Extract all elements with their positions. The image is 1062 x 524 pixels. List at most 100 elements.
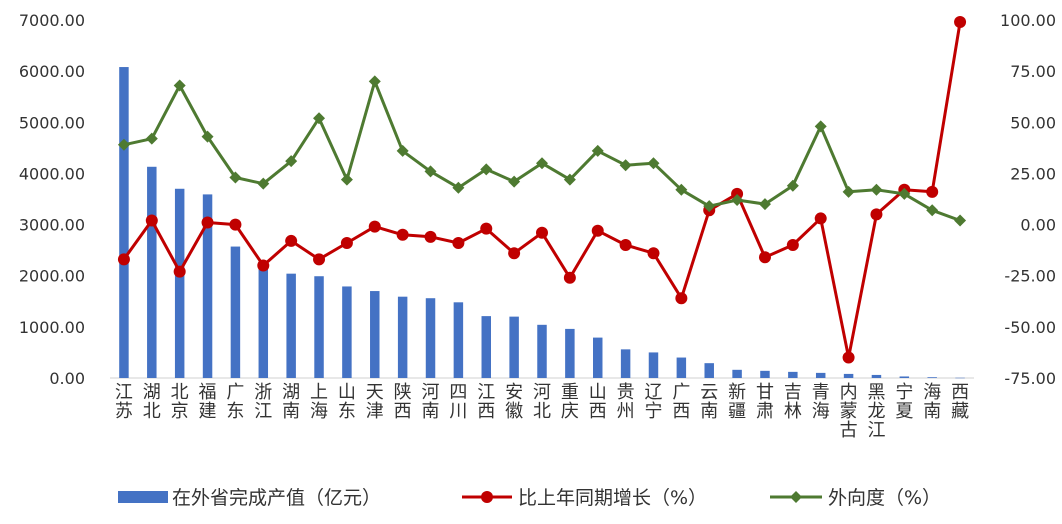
category-label: 安徽 [505,382,523,422]
right-tick-label: 0.00 [1020,216,1056,235]
growth-point [368,220,381,233]
right-tick-label: 25.00 [1010,164,1056,183]
left-y-axis: 0.00 1000.00 2000.00 3000.00 4000.00 5000.00 6… [19,11,85,388]
bar [314,276,324,378]
category-label: 福建 [199,382,217,422]
bar [899,376,910,378]
bar [397,296,408,378]
outward-point [619,159,632,172]
growth-point [508,247,521,260]
category-label: 江西 [477,382,495,422]
category-label: 广西 [672,382,690,422]
bar [174,188,185,378]
category-label: 河北 [533,382,551,422]
category-label: 重庆 [561,382,579,422]
category-label: 吉林 [784,382,802,422]
growth-point [926,185,939,198]
bar [955,377,965,379]
category-label: 湖北 [143,382,161,422]
growth-point [731,187,744,200]
category-label: 江苏 [115,382,133,422]
category-label: 甘肃 [756,382,774,422]
bar [593,337,603,378]
outward-point [563,173,576,186]
outward-point [926,204,939,217]
bar [537,324,547,378]
right-tick-label: -25.00 [1004,267,1056,286]
growth-point [591,224,604,237]
bar [620,349,631,378]
category-label: 四川 [449,382,467,422]
left-tick-label: 5000.00 [19,113,85,132]
bar [119,67,129,379]
bar [286,273,296,378]
left-tick-label: 2000.00 [19,267,85,286]
left-tick-label: 3000.00 [19,216,85,235]
legend-bar-label: 在外省完成产值（亿元） [172,487,381,509]
bar [565,328,575,378]
outward-point [424,165,437,178]
growth-point [758,251,771,264]
bar [927,377,937,378]
growth-point [145,214,158,227]
growth-point [480,222,493,235]
category-label: 陕西 [394,382,412,422]
bar [342,286,352,378]
outward-point [229,171,242,184]
growth-line [122,21,962,359]
bar [147,166,157,378]
growth-point [954,16,967,29]
category-label: 贵州 [617,382,635,422]
outward-point [898,187,911,200]
outward-point [731,194,744,207]
outward-point [313,112,326,125]
outward-point [145,132,158,145]
growth-point [619,239,632,252]
category-label: 青海 [812,382,830,422]
bar [509,316,519,378]
outward-point [201,130,214,143]
growth-point [257,259,270,272]
growth-point [814,212,827,225]
outward-point [117,138,130,151]
legend-growth-swatch-marker [481,491,493,503]
bar [453,302,464,378]
right-tick-label: -50.00 [1004,318,1056,337]
category-label: 山西 [589,382,607,422]
outward-point [675,183,688,196]
left-tick-label: 7000.00 [19,11,85,30]
legend-bar-swatch [118,491,168,503]
outward-point [954,214,967,227]
growth-point [117,253,130,266]
outward-point [452,181,465,194]
outward-point [257,177,270,190]
category-label: 浙江 [254,382,272,422]
bar [370,291,380,378]
bar [732,369,742,378]
bar [258,268,269,378]
x-axis-categories: 江苏湖北北京福建广东浙江湖南上海山东天津陕西河南四川江西安徽河北重庆山西贵州辽宁… [115,382,969,441]
category-label: 海南 [923,382,941,422]
outward-point [368,75,381,88]
legend: 在外省完成产值（亿元） 比上年同期增长（%） 外向度（%） [118,487,941,509]
outward-point [536,157,548,170]
right-y-axis: -75.00 -50.00 -25.00 0.00 25.00 50.00 75.00 100… [1000,11,1056,388]
growth-point [340,236,353,249]
bar [871,374,882,378]
growth-point [424,230,437,243]
outward-point [842,185,855,198]
category-label: 湖南 [282,382,300,422]
bar [815,372,826,378]
growth-point [786,239,799,252]
bar [230,246,241,378]
category-label: 黑龙江 [867,382,885,441]
outward-point [396,144,409,157]
category-label: 山东 [338,382,356,422]
left-tick-label: 4000.00 [19,164,85,183]
growth-point [396,228,409,241]
category-label: 云南 [700,382,718,422]
growth-point [647,247,660,260]
category-label: 辽宁 [644,382,662,422]
bar [843,373,854,378]
